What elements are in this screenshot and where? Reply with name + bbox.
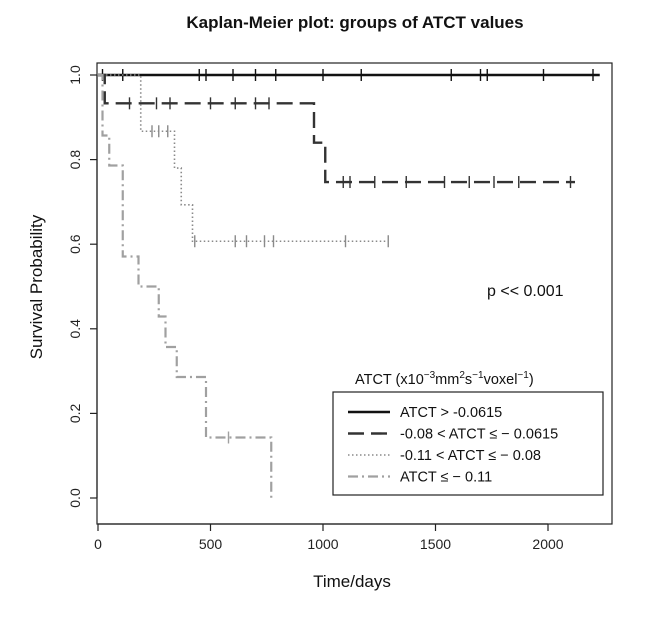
legend-title-sup2: 2 — [459, 370, 465, 381]
y-tick-label: 0.0 — [67, 488, 83, 508]
y-axis: 0.0 0.2 0.4 0.6 0.8 1.0 — [67, 65, 98, 508]
y-tick-label: 0.8 — [67, 150, 83, 170]
x-axis: 0 500 1000 1500 2000 — [94, 523, 564, 552]
legend-title-end: ) — [529, 372, 534, 388]
p-value-annotation: p << 0.001 — [487, 283, 564, 300]
series-2 — [98, 74, 389, 248]
series-line — [98, 73, 575, 184]
legend-item: -0.11 < ATCT ≤ − 0.08 — [348, 448, 541, 464]
x-tick-label: 1000 — [307, 536, 338, 552]
legend-label: -0.11 < ATCT ≤ − 0.08 — [400, 448, 541, 464]
legend-title-mid1: mm — [435, 372, 459, 388]
series-3 — [98, 73, 273, 498]
x-tick-label: 2000 — [532, 536, 563, 552]
y-tick-label: 0.6 — [67, 234, 83, 254]
legend-item: ATCT ≤ − 0.11 — [348, 470, 492, 486]
legend-item: -0.08 < ATCT ≤ − 0.0615 — [348, 427, 558, 443]
x-tick-label: 1500 — [420, 536, 451, 552]
x-axis-label: Time/days — [313, 572, 391, 591]
legend-title-mid2: s — [465, 372, 472, 388]
legend-title-mid3: voxel — [484, 372, 518, 388]
legend-title-sup3: −1 — [472, 370, 484, 381]
legend-label: -0.08 < ATCT ≤ − 0.0615 — [400, 427, 558, 443]
x-tick-label: 500 — [199, 536, 223, 552]
x-tick-label: 0 — [94, 536, 102, 552]
y-axis-label: Survival Probability — [27, 214, 46, 359]
series-line — [98, 74, 389, 243]
y-tick-label: 1.0 — [67, 65, 83, 85]
y-tick-label: 0.2 — [67, 403, 83, 423]
chart-title: Kaplan-Meier plot: groups of ATCT values — [186, 13, 523, 32]
legend-box — [332, 391, 604, 496]
series-1 — [98, 73, 575, 189]
series-line — [98, 73, 273, 498]
series-0 — [98, 69, 600, 81]
y-tick-label: 0.4 — [67, 319, 83, 339]
legend-item: ATCT > -0.0615 — [348, 405, 502, 421]
legend-label: ATCT > -0.0615 — [400, 405, 502, 421]
legend-entries: ATCT > -0.0615 -0.08 < ATCT ≤ − 0.0615 -0.… — [348, 405, 558, 486]
legend-title: ATCT (x10−3mm2s−1voxel−1) — [355, 370, 534, 388]
legend-title-sup1: −3 — [424, 370, 436, 381]
legend-title-base: ATCT (x10 — [355, 372, 424, 388]
series-layer — [98, 69, 600, 498]
legend-title-sup4: −1 — [517, 370, 529, 381]
legend-label: ATCT ≤ − 0.11 — [400, 470, 492, 486]
